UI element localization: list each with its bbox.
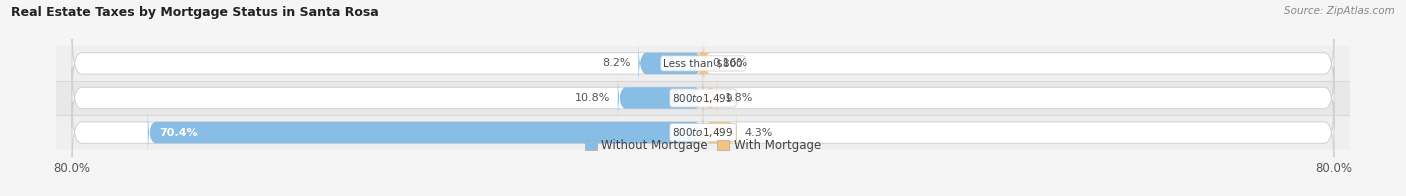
Text: Real Estate Taxes by Mortgage Status in Santa Rosa: Real Estate Taxes by Mortgage Status in …	[11, 6, 380, 19]
Text: Less than $800: Less than $800	[664, 58, 742, 68]
Text: 10.8%: 10.8%	[575, 93, 610, 103]
Text: $800 to $1,499: $800 to $1,499	[672, 92, 734, 104]
FancyBboxPatch shape	[617, 74, 703, 122]
FancyBboxPatch shape	[703, 109, 737, 156]
Text: 4.3%: 4.3%	[745, 128, 773, 138]
FancyBboxPatch shape	[72, 102, 1334, 163]
Legend: Without Mortgage, With Mortgage: Without Mortgage, With Mortgage	[581, 134, 825, 157]
FancyBboxPatch shape	[72, 67, 1334, 129]
FancyBboxPatch shape	[703, 74, 717, 122]
Text: 8.2%: 8.2%	[602, 58, 630, 68]
Text: 0.16%: 0.16%	[713, 58, 748, 68]
Bar	[56, 115, 1350, 150]
Bar	[56, 46, 1350, 81]
FancyBboxPatch shape	[148, 109, 703, 156]
Text: 1.8%: 1.8%	[725, 93, 754, 103]
Text: $800 to $1,499: $800 to $1,499	[672, 126, 734, 139]
Text: 70.4%: 70.4%	[159, 128, 198, 138]
FancyBboxPatch shape	[638, 40, 703, 87]
Bar	[56, 81, 1350, 115]
FancyBboxPatch shape	[72, 33, 1334, 94]
FancyBboxPatch shape	[696, 40, 711, 87]
Text: Source: ZipAtlas.com: Source: ZipAtlas.com	[1284, 6, 1395, 16]
